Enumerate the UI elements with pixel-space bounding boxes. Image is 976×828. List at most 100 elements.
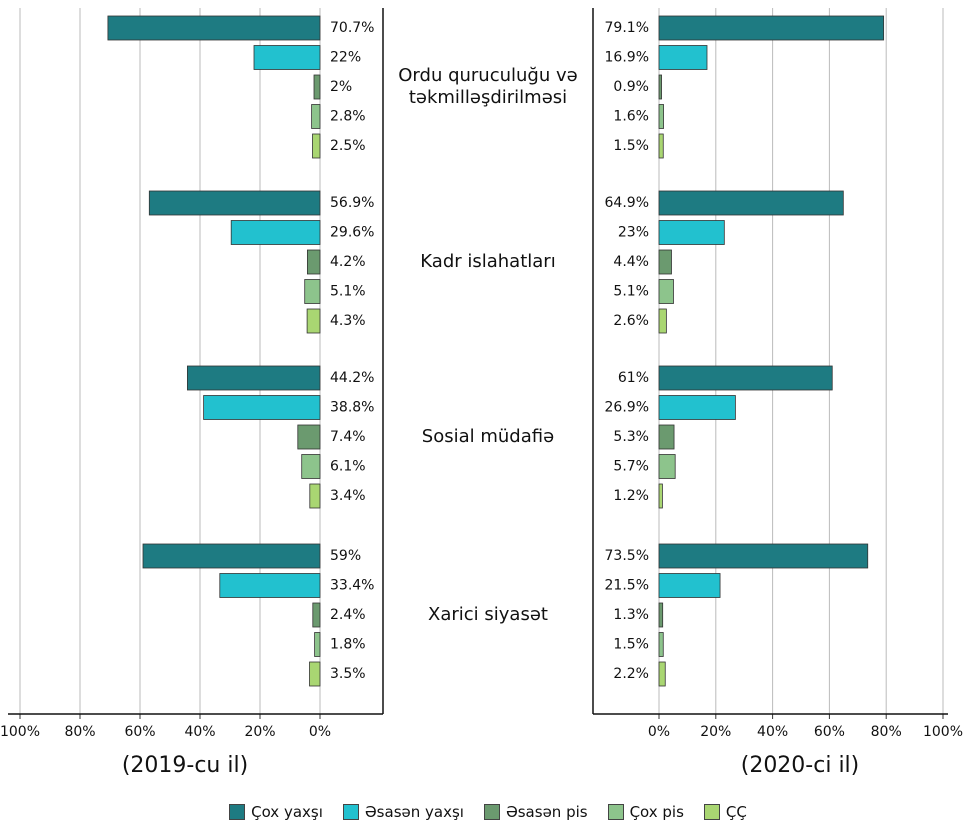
x-tick-label: 100% <box>923 724 963 740</box>
category-label: Xarici siyasət <box>428 604 548 625</box>
legend-label: ÇÇ <box>725 803 747 821</box>
legend: Çox yaxşı Əsasən yaxşı Əsasən pis Çox pis ÇÇ <box>0 803 976 821</box>
bar <box>312 133 321 159</box>
value-label: 3.5% <box>330 666 366 682</box>
bar <box>306 249 321 275</box>
value-label: 56.9% <box>330 195 374 211</box>
value-label: 73.5% <box>605 548 649 564</box>
subtitle: (2019-cu il) <box>122 753 248 778</box>
value-label: 29.6% <box>330 225 374 241</box>
value-label: 2.8% <box>330 109 366 125</box>
bar <box>658 573 721 598</box>
x-tick-label: 60% <box>124 724 155 740</box>
x-tick-label: 40% <box>757 724 788 740</box>
bar <box>203 395 321 420</box>
bar <box>658 104 664 129</box>
value-label: 7.4% <box>330 429 366 445</box>
value-label: 3.4% <box>330 488 366 504</box>
legend-swatch <box>229 804 246 820</box>
value-label: 1.5% <box>613 138 649 154</box>
value-label: 2.5% <box>330 138 366 154</box>
bar <box>658 424 675 450</box>
value-label: 0.9% <box>613 79 649 95</box>
value-label: 26.9% <box>605 400 649 416</box>
value-label: 44.2% <box>330 370 374 386</box>
bar <box>658 249 672 275</box>
value-label: 59% <box>330 548 361 564</box>
value-label: 4.4% <box>613 254 649 270</box>
bar <box>313 74 321 100</box>
value-label: 22% <box>330 50 361 66</box>
bar <box>658 661 666 687</box>
value-label: 38.8% <box>330 400 374 416</box>
x-tick-label: 80% <box>64 724 95 740</box>
bar <box>309 483 321 509</box>
value-label: 1.3% <box>613 607 649 623</box>
legend-item: Çox pis <box>607 803 684 821</box>
value-label: 21.5% <box>605 578 649 594</box>
x-tick-label: 40% <box>184 724 215 740</box>
legend-label: Əsasən yaxşı <box>364 803 464 821</box>
bar <box>304 279 321 304</box>
bar <box>658 190 844 216</box>
x-tick-label: 20% <box>700 724 731 740</box>
bar <box>148 190 321 216</box>
value-label: 70.7% <box>330 20 374 36</box>
bar <box>658 133 664 159</box>
value-label: 2% <box>330 79 352 95</box>
value-label: 5.1% <box>330 284 366 300</box>
value-label: 61% <box>618 370 649 386</box>
value-label: 1.6% <box>613 109 649 125</box>
legend-swatch <box>483 804 500 820</box>
bar <box>658 632 664 657</box>
bar <box>658 454 676 479</box>
bar <box>312 602 321 628</box>
value-label: 64.9% <box>605 195 649 211</box>
value-label: 5.1% <box>613 284 649 300</box>
bar <box>658 220 725 245</box>
bar <box>658 543 869 569</box>
value-label: 23% <box>618 225 649 241</box>
value-label: 5.7% <box>613 459 649 475</box>
category-label: Kadr islahatları <box>420 251 556 272</box>
chart: 100% 80% 60% 40% 20% 0% 70.7% 56.9% 44.2% 59% 22% 2… <box>0 8 963 778</box>
value-label: 2.2% <box>613 666 649 682</box>
bar <box>658 365 833 391</box>
value-label: 1.8% <box>330 637 366 653</box>
category-label: Sosial müdafiə <box>421 426 555 447</box>
legend-item: Əsasən yaxşı <box>342 803 464 821</box>
bar <box>658 602 664 628</box>
bar <box>658 74 662 100</box>
bar <box>658 15 885 41</box>
value-label: 5.3% <box>613 429 649 445</box>
x-tick-label: 0% <box>309 724 331 740</box>
bar <box>253 45 321 70</box>
legend-label: Çox yaxşı <box>251 803 323 821</box>
x-tick-label: 100% <box>0 724 40 740</box>
bar <box>309 661 321 687</box>
bar <box>297 424 321 450</box>
bar <box>658 395 736 420</box>
legend-item: Əsasən pis <box>483 803 588 821</box>
bar <box>107 15 321 41</box>
x-tick-label: 0% <box>648 724 670 740</box>
legend-item: Çox yaxşı <box>229 803 323 821</box>
legend-swatch <box>342 804 359 820</box>
legend-item: ÇÇ <box>703 803 747 821</box>
bar <box>219 573 321 598</box>
value-label: 2.6% <box>613 313 649 329</box>
x-tick-label: 20% <box>244 724 275 740</box>
bar <box>658 483 663 509</box>
value-label: 79.1% <box>605 20 649 36</box>
value-label: 33.4% <box>330 578 374 594</box>
x-tick-label: 80% <box>871 724 902 740</box>
bar <box>186 365 321 391</box>
value-label: 1.5% <box>613 637 649 653</box>
legend-label: Əsasən pis <box>505 803 588 821</box>
value-label: 2.4% <box>330 607 366 623</box>
value-label: 6.1% <box>330 459 366 475</box>
bar <box>658 279 674 304</box>
bar <box>142 543 321 569</box>
subtitle: (2020-ci il) <box>741 753 860 778</box>
